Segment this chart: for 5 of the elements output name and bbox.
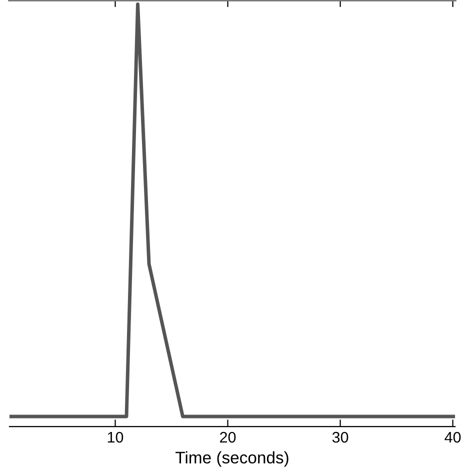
x-tick-label: 30 [332, 432, 348, 443]
x-tick-label: 10 [108, 432, 124, 443]
x-tick-label: 20 [220, 432, 236, 443]
x-tick-label: 40 [444, 432, 461, 443]
x-axis-title: Time (seconds) [176, 451, 288, 467]
